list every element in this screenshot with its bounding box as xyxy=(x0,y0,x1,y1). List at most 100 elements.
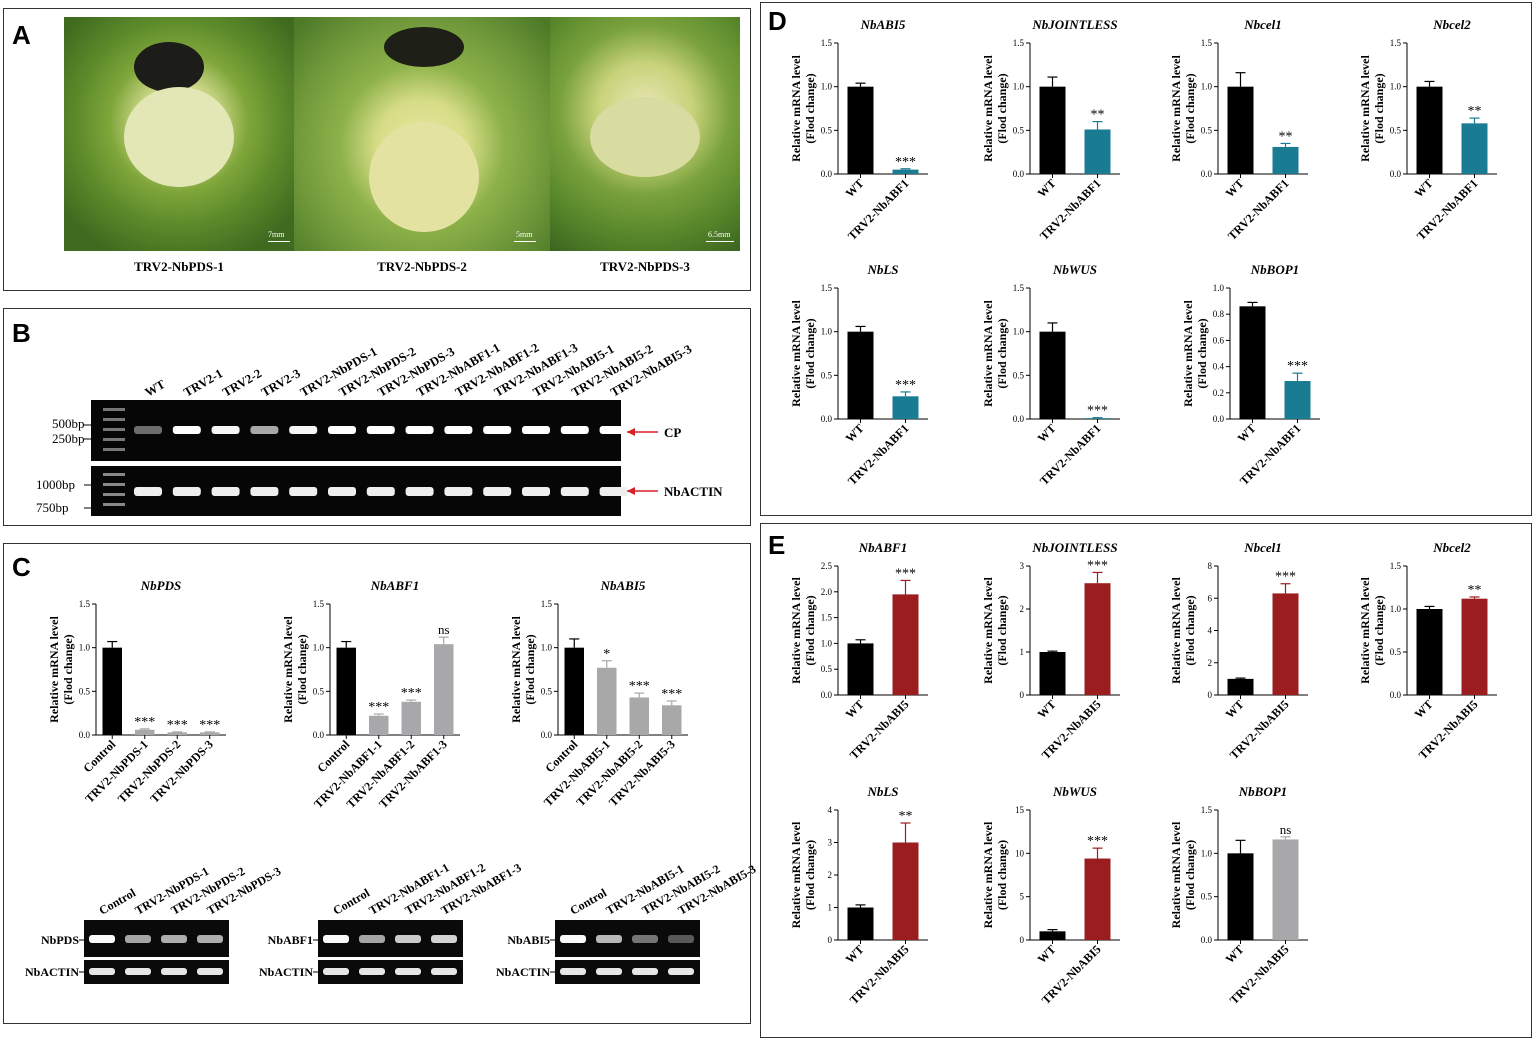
blot-band xyxy=(125,968,151,975)
y-axis-label: (Flod change) xyxy=(61,634,75,704)
y-axis-label: (Flod change) xyxy=(803,595,817,665)
gel-label-actin: NbACTIN xyxy=(664,484,723,499)
blot-ref-label: NbACTIN xyxy=(25,965,79,979)
y-axis-label: (Flod change) xyxy=(803,318,817,388)
bar xyxy=(1227,678,1254,695)
y-tick-label: 0.0 xyxy=(1201,169,1213,179)
y-axis-label: Relative mRNA level xyxy=(981,577,995,684)
blot-target-label: NbABI5 xyxy=(507,933,550,947)
significance-label: *** xyxy=(1287,359,1308,374)
bar xyxy=(847,907,874,940)
plant-caption: TRV2-NbPDS-2 xyxy=(377,259,467,274)
bar xyxy=(401,701,421,735)
bar xyxy=(135,729,155,735)
y-tick-label: 0.8 xyxy=(1213,309,1225,319)
cp-band xyxy=(366,426,395,434)
panel-c-letter: C xyxy=(12,552,31,582)
y-tick-label: 0.0 xyxy=(1201,935,1213,945)
y-tick-label: 0.0 xyxy=(313,730,325,740)
actin-band xyxy=(211,487,240,496)
cp-band xyxy=(483,426,512,434)
blot-lane-label: Control xyxy=(331,885,373,917)
y-tick-label: 5 xyxy=(1020,892,1025,902)
y-tick-label: 0.5 xyxy=(1201,892,1213,902)
bar xyxy=(892,842,919,940)
bar xyxy=(1084,583,1111,695)
y-tick-label: 2 xyxy=(1208,658,1213,668)
actin-band xyxy=(134,487,162,496)
significance-label: *** xyxy=(134,715,155,730)
actin-band xyxy=(172,487,201,496)
cp-arrow-head xyxy=(627,428,635,436)
y-tick-label: 0.5 xyxy=(1013,370,1025,380)
blot-NbABI5: ControlTRV2-NbABI5-1TRV2-NbABI5-2TRV2-Nb… xyxy=(496,862,758,984)
bar xyxy=(1084,418,1111,419)
y-tick-label: 0.5 xyxy=(821,370,833,380)
y-tick-label: 0.0 xyxy=(1013,169,1025,179)
blot-band xyxy=(560,935,586,943)
significance-label: *** xyxy=(1087,404,1108,419)
panel-b xyxy=(3,308,751,526)
blot-band xyxy=(395,935,421,943)
cp-band xyxy=(560,426,589,434)
actin-band xyxy=(366,487,395,496)
significance-label: ** xyxy=(1279,129,1293,144)
y-axis-label: Relative mRNA level xyxy=(47,616,61,723)
bar-chart-e-13: Nbcel2 0.0 0.5 1.0 1.5 Relative mRNA level (Fl… xyxy=(1358,540,1497,762)
x-tick-label: WT xyxy=(843,176,867,200)
bar xyxy=(434,644,454,735)
bar-chart-e-11: NbJOINTLESS 0 1 2 3 Relative mRNA level (Flod … xyxy=(981,540,1120,762)
cp-band xyxy=(134,426,162,434)
significance-label: *** xyxy=(1087,558,1108,573)
bar-chart-c-2: NbABI5 0.0 0.5 1.0 1.5 Relative mRNA level (Fl… xyxy=(509,578,688,809)
cp-band xyxy=(172,426,201,434)
bar xyxy=(564,647,584,735)
cp-band xyxy=(522,426,550,434)
y-tick-label: 0.5 xyxy=(1390,125,1402,135)
bar xyxy=(200,732,220,735)
chart-title: NbLS xyxy=(866,784,898,799)
y-tick-label: 0.5 xyxy=(1390,647,1402,657)
significance-label: *** xyxy=(895,378,916,393)
actin-band xyxy=(289,487,318,496)
y-tick-label: 1.0 xyxy=(1201,848,1213,858)
ladder-band xyxy=(103,493,125,496)
bar xyxy=(1227,853,1254,940)
actin-band xyxy=(483,487,512,496)
bar xyxy=(847,86,874,174)
actin-band xyxy=(405,487,434,496)
y-axis-label: (Flod change) xyxy=(995,840,1009,910)
y-tick-label: 0.0 xyxy=(1213,414,1225,424)
y-tick-label: 0 xyxy=(1020,690,1025,700)
y-tick-label: 2 xyxy=(1020,604,1025,614)
chart-title: NbWUS xyxy=(1052,784,1097,799)
y-axis-label: Relative mRNA level xyxy=(789,577,803,684)
y-axis-label: (Flod change) xyxy=(295,634,309,704)
bar xyxy=(892,396,919,419)
scale-label: 6.5mm xyxy=(708,230,731,239)
chart-title: NbABF1 xyxy=(370,578,419,593)
y-tick-label: 1.0 xyxy=(313,643,325,653)
bar xyxy=(1039,931,1066,940)
bar xyxy=(1239,306,1266,419)
y-axis-label: (Flod change) xyxy=(1372,595,1386,665)
bar-chart-d-6: Nbcel2 0.0 0.5 1.0 1.5 Relative mRNA level (Fl… xyxy=(1358,17,1497,243)
chart-title: NbJOINTLESS xyxy=(1031,540,1117,555)
blot-band xyxy=(668,935,694,943)
cp-band xyxy=(599,426,628,434)
cp-band xyxy=(250,426,279,434)
significance-label: *** xyxy=(1087,834,1108,849)
blot-band xyxy=(161,968,187,975)
y-tick-label: 0.5 xyxy=(821,125,833,135)
blot-NbPDS: ControlTRV2-NbPDS-1TRV2-NbPDS-2TRV2-NbPD… xyxy=(25,864,283,984)
blot-band xyxy=(161,935,187,943)
significance-label: ** xyxy=(1468,104,1482,119)
y-axis-label: (Flod change) xyxy=(995,595,1009,665)
y-tick-label: 1.5 xyxy=(821,283,833,293)
y-tick-label: 0.0 xyxy=(1013,414,1025,424)
bar xyxy=(629,697,649,735)
chart-title: Nbcel2 xyxy=(1432,17,1471,32)
chart-title: Nbcel2 xyxy=(1432,540,1471,555)
